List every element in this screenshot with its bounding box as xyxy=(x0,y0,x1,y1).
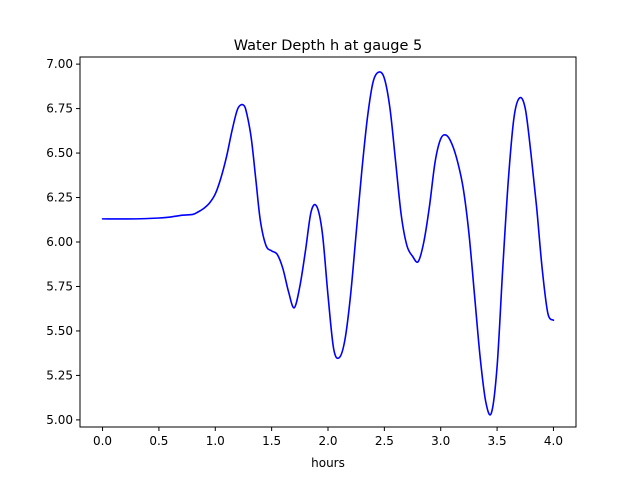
y-tick-label: 5.50 xyxy=(46,324,73,338)
y-tick-label: 5.25 xyxy=(46,368,73,382)
y-tick-label: 5.75 xyxy=(46,279,73,293)
y-tick-label: 6.25 xyxy=(46,191,73,205)
series-line-0 xyxy=(101,71,555,416)
x-tick-label: 2.0 xyxy=(318,434,337,448)
x-tick-label: 3.5 xyxy=(488,434,507,448)
x-tick-label: 0.0 xyxy=(93,434,112,448)
y-tick-label: 7.00 xyxy=(46,57,73,71)
x-tick-label: 4.0 xyxy=(544,434,563,448)
x-axis: 0.0 0.5 1.0 1.5 2.0 2.5 3.0 3.5 4.0 xyxy=(93,427,563,448)
x-tick-label: 0.5 xyxy=(149,434,168,448)
plot-frame xyxy=(79,56,577,428)
data-layer xyxy=(101,71,555,416)
y-axis: 5.00 5.25 5.50 5.75 6.00 6.25 6.50 6.75 7.00 xyxy=(46,57,80,427)
y-tick-label: 6.00 xyxy=(46,235,73,249)
x-axis-label: hours xyxy=(311,456,345,470)
y-tick-label: 6.75 xyxy=(46,102,73,116)
x-tick-label: 3.0 xyxy=(431,434,450,448)
chart-title: Water Depth h at gauge 5 xyxy=(234,38,422,54)
y-tick-label: 6.50 xyxy=(46,146,73,160)
x-tick-label: 1.5 xyxy=(262,434,281,448)
y-tick-label: 5.00 xyxy=(46,413,73,427)
x-tick-label: 2.5 xyxy=(375,434,394,448)
x-tick-label: 1.0 xyxy=(206,434,225,448)
